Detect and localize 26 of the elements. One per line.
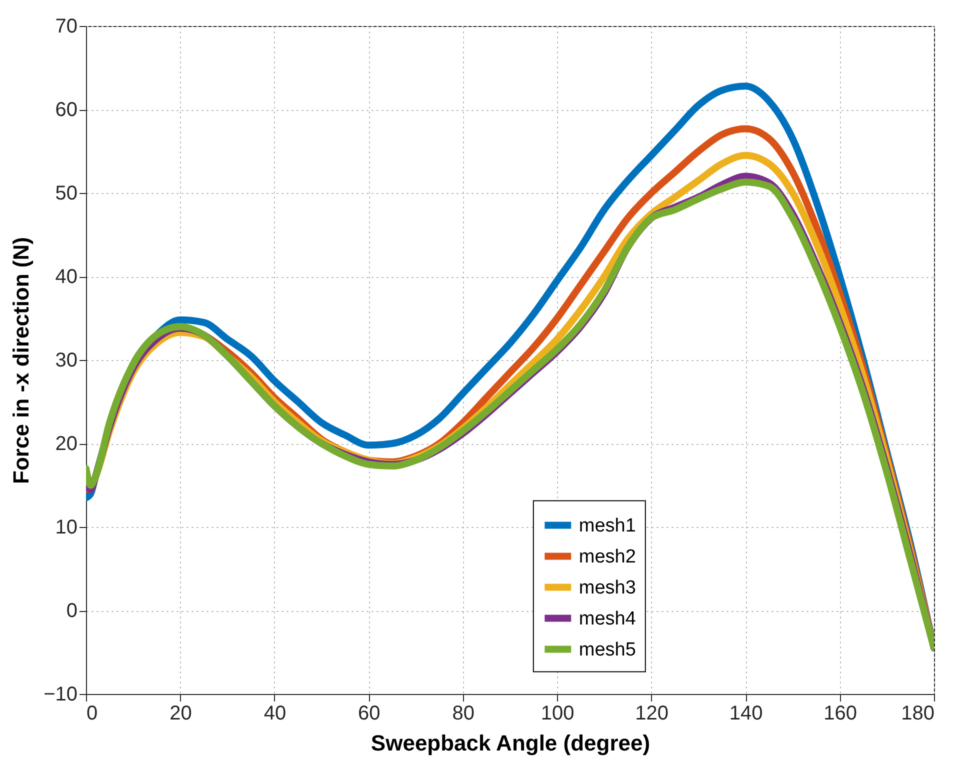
x-tick-label: 20 bbox=[170, 702, 192, 724]
y-tick-label: 40 bbox=[55, 266, 78, 288]
x-tick-label: 40 bbox=[264, 702, 286, 724]
legend-label: mesh4 bbox=[578, 608, 636, 630]
x-tick-label: 180 bbox=[901, 702, 934, 724]
y-tick-label: 0 bbox=[66, 600, 78, 622]
legend-label: mesh1 bbox=[578, 515, 636, 536]
x-tick-label: 120 bbox=[635, 702, 669, 724]
y-tick-label: 60 bbox=[55, 99, 78, 121]
y-tick-label: 30 bbox=[55, 350, 78, 372]
x-tick-label: 160 bbox=[824, 702, 857, 724]
legend-label: mesh3 bbox=[578, 577, 636, 598]
x-axis-title: Sweepback Angle (degree) bbox=[370, 730, 650, 756]
x-tick-label: 0 bbox=[86, 702, 98, 724]
x-tick-label: 80 bbox=[452, 702, 475, 724]
x-tick-label: 100 bbox=[540, 702, 574, 724]
x-tick-label: 60 bbox=[358, 702, 380, 724]
y-tick-label: 10 bbox=[55, 516, 78, 538]
y-tick-label: 50 bbox=[55, 182, 78, 204]
y-tick-label: 70 bbox=[55, 16, 78, 38]
y-tick-label: 20 bbox=[55, 433, 78, 455]
y-axis-title: Force in -x direction (N) bbox=[8, 237, 34, 484]
y-tick-label: −10 bbox=[44, 684, 78, 706]
legend-label: mesh2 bbox=[578, 546, 636, 568]
legend-label: mesh5 bbox=[578, 639, 636, 660]
x-tick-label: 140 bbox=[729, 702, 763, 724]
